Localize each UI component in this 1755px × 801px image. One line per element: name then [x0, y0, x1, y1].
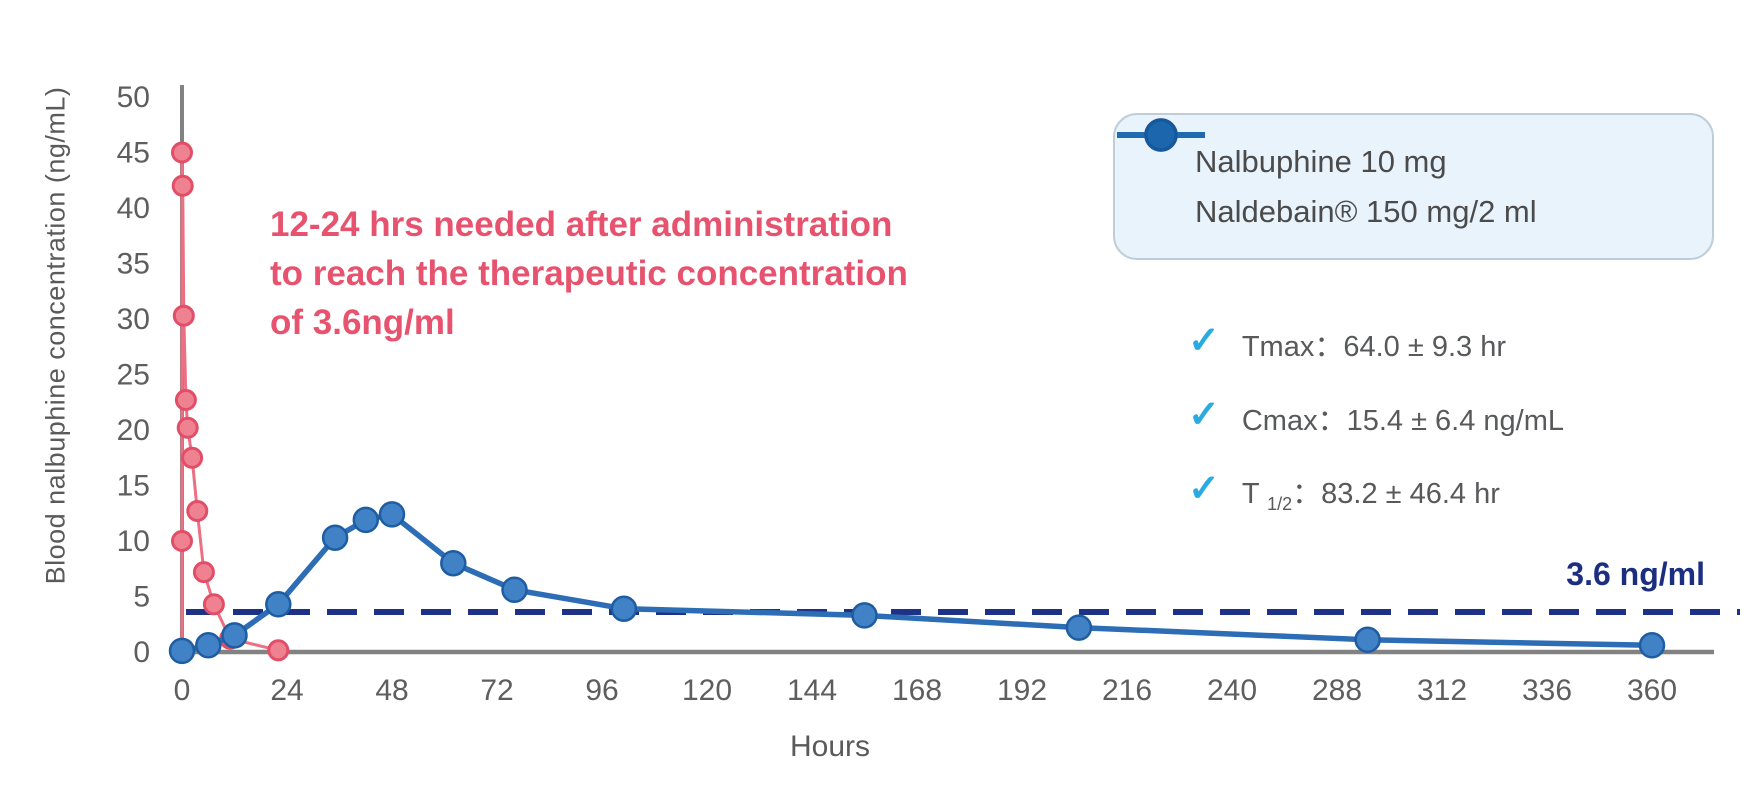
y-tick-label: 10 [117, 525, 150, 558]
data-point [265, 591, 292, 618]
x-tick-label: 336 [1522, 674, 1572, 707]
data-point [181, 446, 204, 469]
data-point [171, 530, 193, 552]
y-axis-title: Blood nalbuphine concentration (ng/mL) [36, 85, 76, 585]
y-tick-label: 45 [117, 137, 150, 170]
legend-item-nalbuphine: Nalbuphine 10 mg [1117, 118, 1712, 180]
data-point [171, 141, 193, 164]
legend-label-naldebain: Naldebain® 150 mg/2 ml [1195, 193, 1537, 229]
data-point [1638, 632, 1666, 659]
x-axis-title: Hours [789, 730, 871, 763]
y-tick-label: 35 [117, 248, 150, 281]
x-tick-label: 288 [1312, 674, 1362, 707]
y-tick-label: 5 [133, 581, 150, 614]
y-tick-label: 25 [117, 359, 150, 392]
thalf-value: T 1/2：83.2 ± 46.4 hr [1241, 477, 1500, 514]
annotation-line-2: to reach the therapeutic concentration [270, 254, 908, 293]
x-tick-label: 24 [270, 674, 303, 707]
therapeutic-annotation: 12-24 hrs needed after administration to… [270, 200, 908, 347]
y-axis-title-text: Blood nalbuphine concentration (ng/mL) [40, 86, 71, 584]
check-icon: ✓ [1188, 320, 1220, 362]
data-point [168, 637, 196, 665]
data-point [352, 506, 380, 534]
x-tick-label: 96 [585, 674, 618, 707]
data-point [378, 501, 406, 528]
check-icon: ✓ [1188, 394, 1220, 436]
data-point [171, 174, 194, 197]
stat-row-thalf: ✓ T 1/2：83.2 ± 46.4 hr [1188, 470, 1564, 514]
y-tick-label: 20 [117, 414, 150, 447]
data-point [1354, 626, 1381, 654]
data-point [174, 389, 197, 411]
x-tick-label: 0 [174, 674, 191, 707]
legend-label-nalbuphine: Nalbuphine 10 mg [1195, 143, 1447, 179]
data-point [192, 561, 215, 584]
x-tick-label: 48 [375, 674, 408, 707]
legend-item-naldebain: Naldebain® 150 mg/2 ml [1117, 118, 1712, 230]
y-tick-label: 15 [117, 470, 150, 503]
data-point [321, 524, 349, 551]
data-point [610, 595, 638, 622]
data-point [851, 602, 878, 629]
check-icon: ✓ [1188, 468, 1220, 510]
data-point [176, 416, 199, 439]
threshold-label: 3.6 ng/ml [1566, 556, 1705, 592]
annotation-line-1: 12-24 hrs needed after administration [270, 205, 893, 244]
stat-row-cmax: ✓ Cmax：15.4 ± 6.4 ng/mL [1188, 396, 1564, 440]
x-tick-label: 72 [480, 674, 513, 707]
data-point [221, 622, 248, 649]
cmax-value: Cmax：15.4 ± 6.4 ng/mL [1241, 405, 1565, 437]
data-point [202, 593, 225, 616]
x-tick-label: 120 [682, 674, 732, 707]
data-point [172, 304, 195, 327]
data-point [186, 500, 209, 522]
x-tick-label: 240 [1207, 674, 1257, 707]
y-tick-label: 40 [117, 192, 150, 225]
legend: Nalbuphine 10 mg Naldebain® 150 mg/2 ml [1113, 113, 1714, 260]
data-point [195, 632, 222, 659]
data-point [267, 639, 290, 662]
data-point [1065, 614, 1093, 641]
x-tick-label: 168 [892, 674, 942, 707]
stat-row-tmax: ✓ Tmax：64.0 ± 9.3 hr [1188, 322, 1564, 366]
y-tick-label: 0 [133, 636, 150, 669]
data-point [501, 576, 528, 604]
x-tick-label: 216 [1102, 674, 1152, 707]
x-tick-label: 360 [1627, 674, 1677, 707]
pk-stats: ✓ Tmax：64.0 ± 9.3 hr ✓ Cmax：15.4 ± 6.4 n… [1188, 322, 1564, 544]
y-tick-label: 30 [117, 303, 150, 336]
annotation-line-3: of 3.6ng/ml [270, 303, 455, 342]
tmax-value: Tmax：64.0 ± 9.3 hr [1241, 331, 1506, 363]
data-point [440, 549, 467, 577]
x-tick-label: 144 [787, 674, 837, 707]
x-tick-label: 312 [1417, 674, 1467, 707]
y-tick-label: 50 [117, 81, 150, 114]
x-tick-label: 192 [997, 674, 1047, 707]
